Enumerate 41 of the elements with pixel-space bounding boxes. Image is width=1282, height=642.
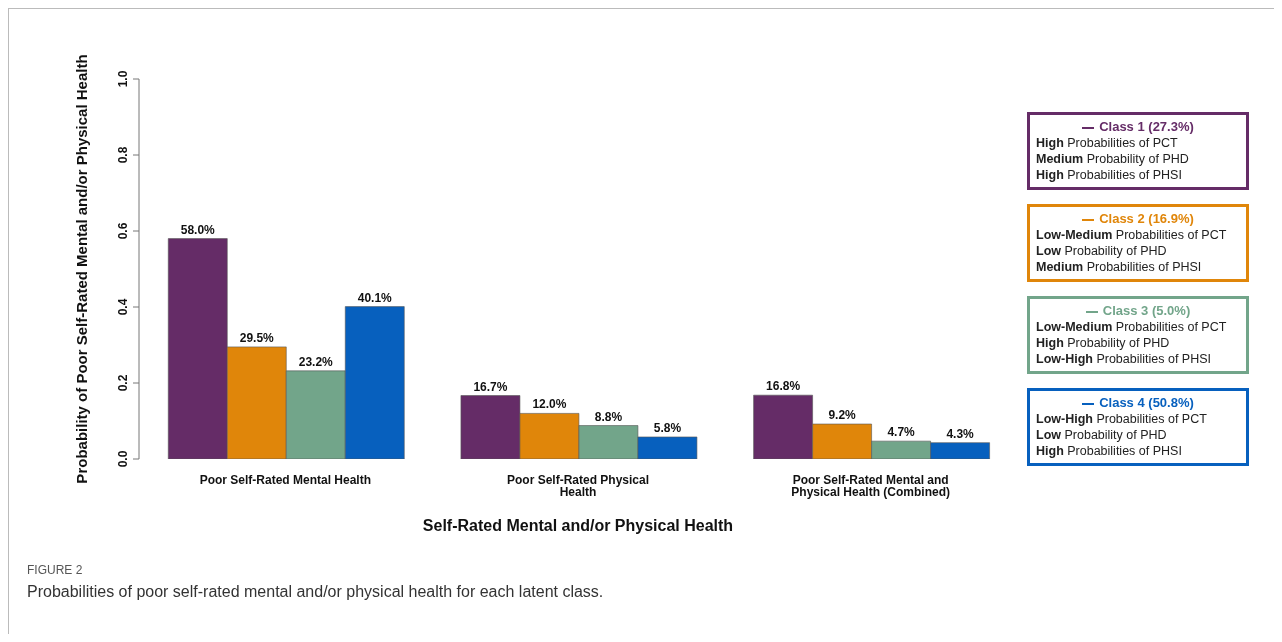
text: 0.2 [116, 374, 130, 392]
data-label: 23.2% [298, 354, 334, 369]
legend-label: Class 1 (27.3%) [1098, 119, 1195, 135]
text: High Probabilities of PHSI [1036, 167, 1183, 183]
data-label: 4.3% [946, 426, 975, 441]
text: 0.6 [116, 222, 130, 240]
caption: FIGURE 2 [27, 563, 84, 577]
text: High Probability of PHD [1036, 335, 1171, 351]
legend-label: Class 2 (16.9%) [1098, 211, 1195, 227]
data-label: 58.0% [180, 222, 216, 237]
text: 1.0 [116, 70, 130, 88]
text: High Probabilities of PCT [1036, 135, 1179, 151]
text: Low-Medium Probabilities of PCT [1036, 319, 1228, 335]
x-axis-title: Self-Rated Mental and/or Physical Health [422, 517, 734, 534]
x-tick-label: Poor Self-Rated Mental and Physical Health (Combined) [791, 472, 951, 499]
data-label: 4.7% [887, 425, 916, 440]
legend-label: Class 3 (5.0%) [1101, 303, 1192, 319]
data-label: 29.5% [239, 330, 275, 345]
x-tick-label: Poor Self-Rated Physical Health [506, 472, 650, 499]
x-tick-label: Poor Self-Rated Mental Health [199, 472, 372, 487]
text: 0.0 [116, 450, 130, 468]
legend-label: Class 4 (50.8%) [1098, 395, 1195, 411]
text: Low-Medium Probabilities of PCT [1036, 227, 1228, 243]
data-label: 16.7% [473, 379, 508, 394]
text: Low-High Probabilities of PCT [1036, 411, 1208, 427]
data-label: 9.2% [828, 408, 857, 423]
text: Low Probability of PHD [1036, 427, 1168, 443]
data-label: 8.8% [594, 409, 623, 424]
data-label: 40.1% [357, 290, 393, 305]
text: Low Probability of PHD [1036, 243, 1168, 259]
y-axis-title: Probability of Poor Self-Rated Mental and/or Physical Health [73, 54, 91, 484]
text: 0.4 [116, 298, 130, 316]
data-label: 12.0% [532, 397, 567, 412]
text: Medium Probabilities of PHSI [1036, 259, 1203, 275]
text: Probabilities of poor self-rated mental and/or physical health for each latent class. [27, 583, 604, 601]
data-label: 16.8% [766, 379, 801, 394]
text: Low-High Probabilities of PHSI [1036, 351, 1213, 367]
text: 0.8 [116, 146, 130, 164]
text: Medium Probability of PHD [1036, 151, 1190, 167]
text: High Probabilities of PHSI [1036, 443, 1183, 459]
data-label: 5.8% [653, 420, 682, 435]
